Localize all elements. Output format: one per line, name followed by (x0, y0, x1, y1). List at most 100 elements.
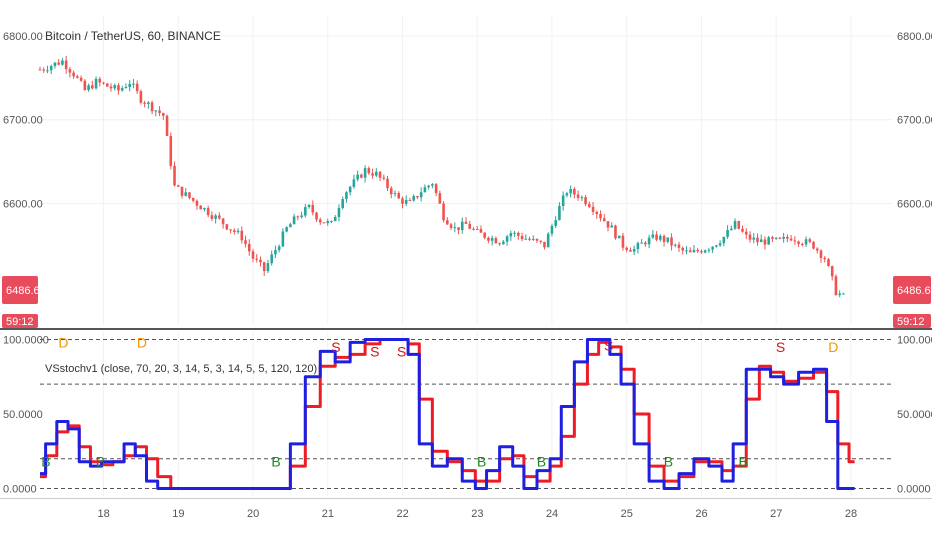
candle-body (195, 200, 199, 206)
candle-body (221, 218, 225, 225)
candle-body (782, 236, 785, 239)
candle-body (759, 239, 763, 243)
candle-body (404, 199, 408, 204)
candle-body (124, 87, 128, 89)
candle-body (763, 239, 767, 245)
candle-body (438, 193, 442, 204)
candle-body (300, 215, 303, 218)
candle-body (666, 237, 670, 242)
candle-body (711, 246, 714, 250)
time-axis-line (0, 498, 932, 499)
candle-body (386, 178, 389, 189)
candle-body (42, 69, 46, 71)
candle-body (214, 215, 217, 219)
time-tick-label: 27 (770, 508, 782, 520)
signal-marker: S (370, 343, 379, 359)
candle-body (472, 228, 475, 230)
candle-body (744, 231, 748, 235)
candle-body (688, 250, 692, 253)
candle-body (72, 72, 75, 77)
last-price-right: 6486.65 (897, 285, 932, 297)
candle-body (460, 221, 464, 231)
price-tick-label: 6700.00 (3, 115, 43, 127)
candle-body (333, 217, 337, 222)
candle-body (748, 234, 752, 240)
candle-body (218, 215, 221, 219)
candle-body (76, 76, 79, 78)
candle-body (191, 197, 195, 201)
indicator-y-axis-right: 100.0000 50.0000 0.0000 (897, 334, 932, 495)
time-tick-label: 18 (98, 508, 110, 520)
candle-body (659, 235, 662, 240)
candle-body (715, 245, 718, 247)
candle-body (266, 263, 270, 272)
candle-body (61, 60, 64, 65)
pane-separator[interactable] (0, 328, 932, 330)
indicator-lines (40, 337, 855, 491)
candle-body (442, 203, 445, 221)
candle-body (251, 251, 255, 259)
candle-body (808, 239, 812, 242)
candle-body (397, 193, 401, 199)
candle-body (53, 62, 57, 67)
candle-body (502, 241, 505, 245)
candle-body (531, 238, 535, 240)
signal-marker: B (739, 454, 748, 470)
candle-body (580, 197, 584, 199)
candle-body (147, 102, 150, 104)
indicator-tick-label: 0.0000 (3, 484, 37, 496)
indicator-series-line (40, 337, 855, 491)
candle-body (68, 69, 72, 73)
candle-body (352, 179, 356, 187)
candle-body (584, 197, 587, 205)
candle-body (165, 115, 169, 136)
time-axis[interactable]: 18 19 20 21 22 23 24 25 26 27 28 (98, 508, 858, 520)
candle-body (561, 195, 565, 207)
candle-body (83, 80, 87, 91)
signal-marker: B (664, 454, 673, 470)
candle-body (823, 257, 827, 260)
candle-body (360, 174, 363, 178)
indicator-tick-label: 50.0000 (897, 409, 932, 421)
time-tick-label: 25 (621, 508, 633, 520)
candle-body (91, 85, 94, 89)
signal-marker: B (96, 454, 105, 470)
candle-body (158, 110, 161, 114)
candle-body (629, 249, 632, 252)
candle-body (685, 250, 688, 252)
candle-body (105, 83, 109, 87)
price-tick-label: 6700.00 (897, 115, 932, 127)
signal-marker: D (58, 334, 68, 350)
candle-body (378, 171, 382, 178)
candle-body (132, 83, 135, 85)
candle-body (632, 249, 636, 252)
candle-body (247, 244, 251, 252)
candle-body (703, 250, 707, 253)
candle-body (483, 232, 486, 238)
time-tick-label: 19 (172, 508, 184, 520)
candle-body (610, 225, 614, 228)
indicator-y-axis-left: 100.0000 50.0000 0.0000 (3, 334, 49, 495)
indicator-tick-label: 100.0000 (897, 334, 932, 346)
candle-body (479, 229, 483, 233)
candle-body (184, 192, 188, 196)
price-y-axis-right: 6800.00 6700.00 6600.00 (897, 31, 932, 211)
candle-body (98, 78, 102, 83)
candle-body (143, 102, 146, 104)
last-price-badge-left: 6486.65 59:12 (2, 276, 46, 328)
candle-body (673, 244, 677, 246)
time-tick-label: 23 (471, 508, 483, 520)
candle-body (285, 227, 288, 232)
candle-body (46, 70, 49, 72)
chart-title: Bitcoin / TetherUS, 60, BINANCE (45, 29, 221, 43)
price-tick-label: 6600.00 (3, 199, 43, 211)
candle-body (270, 254, 273, 264)
candle-body (120, 88, 124, 91)
candle-body (139, 91, 143, 103)
signal-marker: B (271, 454, 280, 470)
candle-body (767, 237, 770, 245)
candle-body (677, 244, 681, 248)
candle-body (307, 204, 311, 208)
candle-body (393, 193, 397, 195)
